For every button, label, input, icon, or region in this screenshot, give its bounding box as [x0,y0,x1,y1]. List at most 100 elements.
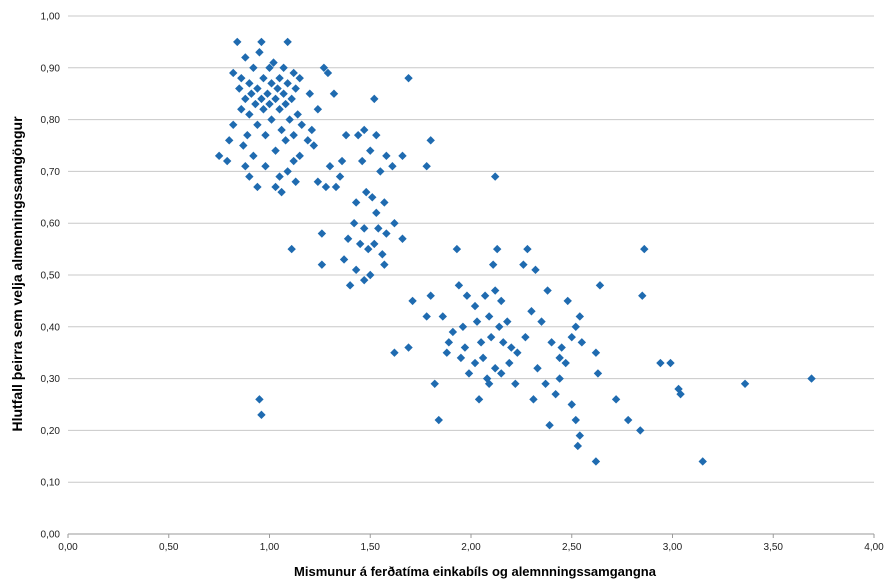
data-point [523,244,532,254]
data-point [360,224,369,233]
data-point [464,369,474,378]
data-point [640,244,649,254]
data-point [289,156,298,166]
data-point [307,125,317,135]
data-point [267,79,276,88]
data-point [366,270,375,280]
data-point [458,322,468,331]
x-tick-label: 0,00 [58,542,78,553]
data-point [372,208,381,218]
data-point [247,89,256,98]
data-point [237,73,246,83]
data-point [497,296,506,306]
x-tick-label: 2,50 [562,542,582,553]
data-point [255,395,264,404]
data-point [573,441,582,451]
data-point [275,73,284,83]
data-point [529,395,538,404]
data-point [289,68,298,78]
data-point [317,229,327,238]
data-point [281,136,290,145]
y-tick-label: 0,30 [41,374,61,385]
data-point [438,312,447,321]
data-point [390,219,399,228]
y-tick-label: 0,60 [41,219,61,230]
data-point [265,99,274,109]
data-point [398,151,407,161]
data-point [636,426,645,435]
data-point [388,162,397,171]
data-point [259,105,268,114]
data-point [563,296,572,306]
data-point [295,151,304,161]
data-point [567,400,576,409]
x-tick-label: 3,00 [663,542,683,553]
gridlines [68,15,874,483]
data-point [351,265,361,275]
data-point [241,162,250,171]
data-point [355,239,365,249]
data-point [527,307,536,316]
data-point [623,415,633,425]
data-point [533,364,542,373]
data-point [323,68,333,78]
data-point [456,353,466,363]
data-point [243,130,252,140]
data-point [291,177,300,186]
x-tick-label: 1,00 [260,542,280,553]
data-point [503,317,512,326]
data-point [372,130,381,140]
x-tick-label: 1,50 [361,542,381,553]
data-point [537,317,546,326]
x-tick-label: 2,00 [461,542,481,553]
data-point [225,136,234,145]
data-point [362,187,371,197]
data-point [222,156,232,166]
data-point [263,89,272,98]
data-point [253,182,262,192]
y-tick-label: 0,20 [41,426,61,437]
data-point [490,364,500,373]
data-point [321,182,331,192]
data-point [239,141,248,150]
data-point [571,415,580,425]
data-point [214,151,224,161]
x-axis-title: Mismunur á ferðatíma einkabíls og alemnn… [294,564,657,579]
data-point [253,120,262,129]
data-point [269,58,278,67]
data-point [309,141,319,150]
data-point [474,395,484,404]
data-point [470,301,480,311]
data-point [267,115,276,124]
data-point [279,63,288,72]
data-point [283,167,292,176]
data-point [289,130,298,140]
data-point [454,281,464,290]
data-point [285,115,294,124]
data-point [497,369,506,378]
data-point [376,167,385,176]
data-point [235,84,244,93]
data-point [229,120,238,129]
data-point [398,234,407,243]
data-point [364,244,373,254]
data-point [807,374,816,383]
data-point [245,172,254,181]
data-point [507,343,516,352]
y-tick-label: 0,90 [41,63,61,74]
data-point [265,63,274,72]
data-point [287,244,296,254]
data-point [442,348,452,357]
data-point [366,146,375,155]
data-point [676,389,685,399]
data-point [547,338,556,347]
y-tick-label: 1,00 [41,12,61,23]
data-point [380,198,389,207]
data-point [444,338,454,347]
data-point [674,384,683,394]
data-point [382,229,391,238]
data-point [470,358,480,368]
data-point [434,415,443,425]
data-point [555,353,564,363]
